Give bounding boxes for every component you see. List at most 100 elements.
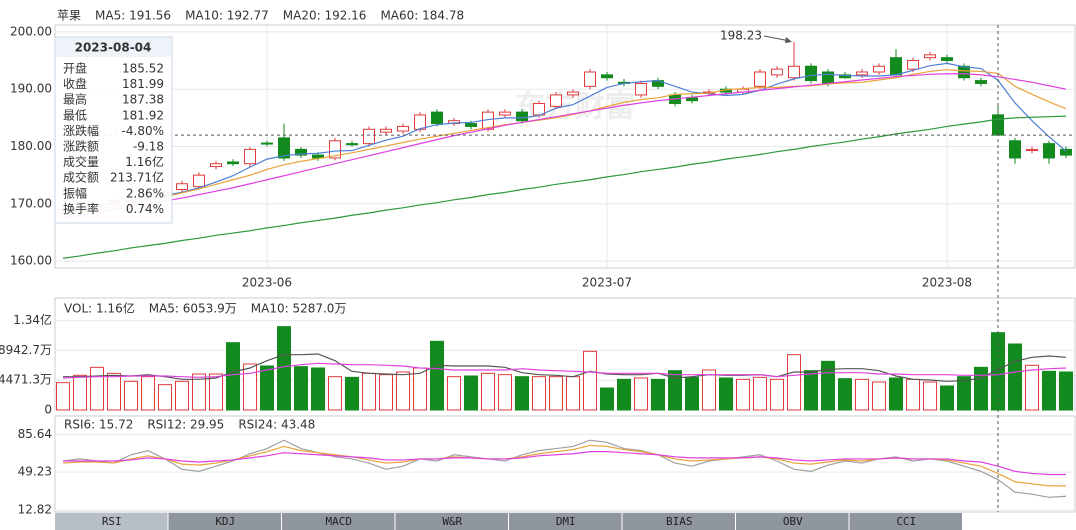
tab-background[interactable]: [622, 513, 736, 530]
candle-body: [1060, 148, 1072, 156]
candle-body: [890, 57, 902, 76]
candle-body: [278, 137, 290, 159]
tooltip-value: 1.16亿: [125, 154, 164, 169]
ma-line: [62, 115, 1067, 259]
ma-line: [63, 353, 1067, 382]
indicator-tab[interactable]: MACD: [282, 513, 395, 530]
volume-bar: [481, 372, 495, 411]
volume-bar: [532, 376, 546, 411]
tooltip-label: 振幅: [63, 185, 87, 200]
candle-body: [788, 65, 800, 79]
tab-label[interactable]: W&R: [442, 515, 462, 528]
y-tick-label: 85.64: [18, 427, 52, 441]
candle-body: [261, 142, 273, 145]
indicator-tab[interactable]: RSI: [55, 513, 168, 530]
candle-body: [346, 143, 358, 146]
panel-frame: [54, 415, 1076, 513]
tab-label[interactable]: DMI: [556, 515, 576, 528]
volume-bar: [362, 372, 376, 411]
volume-bar: [668, 370, 682, 411]
legend-entry: MA10: 192.77: [185, 9, 269, 23]
tab-label[interactable]: OBV: [783, 515, 803, 528]
legend-entry: RSI24: 43.48: [238, 418, 315, 432]
volume-bar: [634, 377, 648, 411]
annotation: 198.23: [720, 29, 762, 43]
volume-bar: [56, 382, 70, 411]
volume-bar: [1059, 371, 1073, 411]
tooltip: 2023-08-04 开盘 185.52 收盘 181.99 最高 187.38 最低 181.…: [54, 36, 173, 224]
candle-body: [329, 140, 341, 159]
indicator-tab[interactable]: W&R: [395, 513, 509, 530]
candle-body: [805, 65, 817, 82]
candle-body: [754, 71, 766, 87]
volume-bar: [702, 369, 716, 411]
volume-bar: [617, 378, 631, 411]
tab-background[interactable]: [849, 513, 963, 530]
tooltip-date: 2023-08-04: [75, 41, 152, 55]
volume-bar: [787, 354, 801, 411]
tooltip-label: 换手率: [63, 201, 99, 216]
y-tick-label: 190.00: [10, 82, 52, 96]
x-tick-label: 2023-07: [582, 276, 632, 290]
tooltip-label: 最高: [63, 92, 87, 107]
y-tick-label: 180.00: [10, 139, 52, 153]
candle-body: [380, 128, 392, 133]
tooltip-value: 213.71亿: [110, 170, 164, 185]
volume-bar: [175, 380, 189, 411]
volume-bar: [294, 366, 308, 411]
candle-body: [1026, 148, 1038, 152]
candle-body: [499, 111, 511, 116]
legend-entry: 苹果: [57, 9, 81, 23]
volume-bar: [600, 387, 614, 411]
volume-bar: [430, 340, 444, 411]
tab-background[interactable]: [509, 513, 622, 530]
tab-background[interactable]: [395, 513, 509, 530]
tooltip-value: 187.38: [122, 93, 164, 107]
y-tick-label: 1.34亿: [13, 312, 52, 327]
volume-bar: [73, 374, 87, 411]
tab-background[interactable]: [282, 513, 395, 530]
volume-bar: [90, 366, 104, 411]
indicator-tab[interactable]: OBV: [736, 513, 849, 530]
tab-label[interactable]: BIAS: [666, 515, 693, 528]
volume-bar: [804, 370, 818, 411]
candle-body: [465, 123, 477, 127]
volume-bar: [940, 385, 954, 411]
volume-bar: [141, 376, 155, 411]
candle-body: [771, 68, 783, 76]
ma-line: [62, 62, 1067, 213]
tooltip-value: 0.74%: [126, 202, 164, 216]
tooltip-value: 185.52: [122, 62, 164, 76]
volume-bar: [379, 374, 393, 411]
volume-bar: [566, 376, 580, 411]
y-tick-label: 8942.7万: [0, 343, 52, 357]
legend-entry: MA10: 5287.0万: [251, 302, 347, 316]
tab-background[interactable]: [736, 513, 849, 530]
tooltip-label: 涨跌幅: [63, 123, 99, 138]
candle-body: [550, 94, 562, 107]
volume-bar: [1025, 364, 1039, 411]
indicator-tab[interactable]: KDJ: [168, 513, 282, 530]
tooltip-value: 2.86%: [126, 186, 164, 200]
indicator-tab[interactable]: CCI: [849, 513, 963, 530]
ma-line: [62, 69, 1067, 216]
volume-bar: [1042, 370, 1056, 411]
candle-body: [924, 54, 936, 59]
tab-label[interactable]: MACD: [326, 515, 353, 528]
candle-body: [975, 80, 987, 84]
volume-bar: [226, 342, 240, 411]
tab-label[interactable]: RSI: [102, 515, 122, 528]
candle-body: [431, 111, 443, 125]
tab-label[interactable]: CCI: [896, 515, 916, 528]
tooltip-label: 开盘: [63, 61, 87, 76]
volume-bar: [447, 376, 461, 411]
tab-background[interactable]: [168, 513, 282, 530]
indicator-tab[interactable]: DMI: [509, 513, 622, 530]
tab-label[interactable]: KDJ: [215, 515, 235, 528]
tooltip-label: 成交量: [63, 154, 99, 169]
tab-background[interactable]: [55, 513, 168, 530]
indicator-tab[interactable]: BIAS: [622, 513, 736, 530]
ma-line: [62, 73, 1067, 219]
